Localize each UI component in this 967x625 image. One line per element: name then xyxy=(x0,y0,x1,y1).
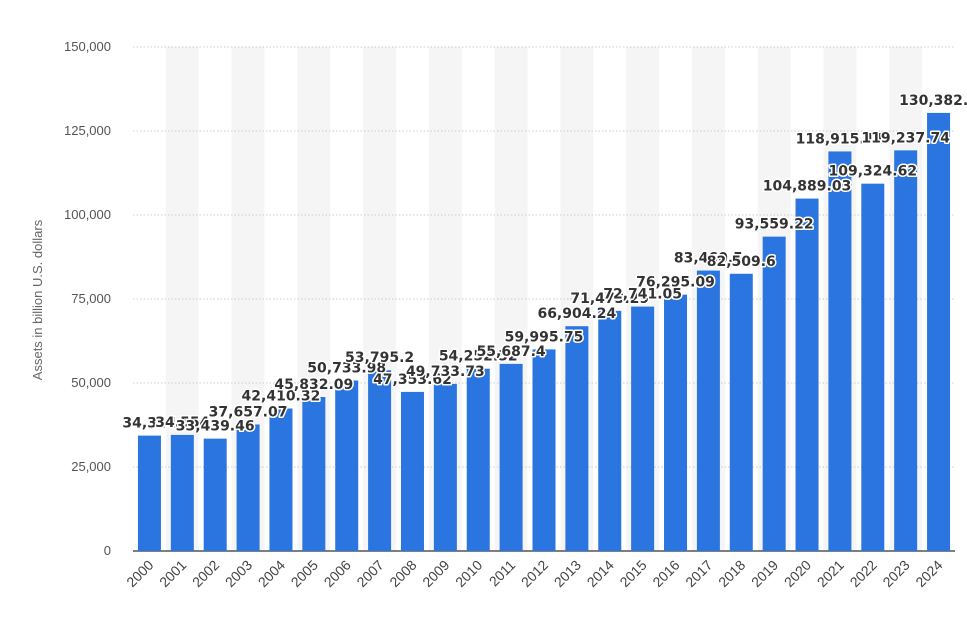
y-tick-label: 25,000 xyxy=(71,459,111,474)
x-tick-label: 2013 xyxy=(551,557,584,590)
data-label: 93,559.22 xyxy=(735,217,814,233)
y-axis-label: Assets in billion U.S. dollars xyxy=(30,219,45,380)
x-tick-label: 2016 xyxy=(649,557,682,590)
bar xyxy=(598,310,622,551)
bar xyxy=(532,349,556,551)
bars xyxy=(137,112,951,552)
bar xyxy=(729,273,753,551)
bar xyxy=(466,368,490,551)
bar xyxy=(236,424,260,551)
x-tick-label: 2005 xyxy=(288,557,321,590)
data-label: 104,889.03 xyxy=(763,179,852,195)
y-tick-label: 100,000 xyxy=(64,207,111,222)
bar xyxy=(631,306,655,551)
bar xyxy=(696,270,720,551)
data-label: 37,657.07 xyxy=(209,404,288,420)
data-label: 59,995.75 xyxy=(505,329,584,345)
data-label: 45,832.09 xyxy=(274,377,353,393)
x-tick-label: 2018 xyxy=(715,557,748,590)
bar xyxy=(861,183,885,551)
y-tick-label: 50,000 xyxy=(71,375,111,390)
x-tick-label: 2017 xyxy=(682,557,715,590)
data-label: 71,473.29 xyxy=(570,291,649,307)
data-label: 47,353.62 xyxy=(373,372,452,388)
data-label: 72,741.05 xyxy=(603,287,682,303)
bar xyxy=(170,434,194,551)
x-tick-label: 2003 xyxy=(222,557,255,590)
x-tick-label: 2012 xyxy=(518,557,551,590)
bar xyxy=(433,383,457,551)
data-label: 42,410.32 xyxy=(242,389,321,405)
x-tick-label: 2022 xyxy=(847,557,880,590)
bar xyxy=(927,112,951,552)
x-tick-label: 2015 xyxy=(616,557,649,590)
x-tick-label: 2021 xyxy=(814,557,847,590)
data-label: 53,795.2 xyxy=(345,350,414,366)
data-label: 109,324.62 xyxy=(829,164,918,180)
data-label: 82,509.6 xyxy=(707,254,776,270)
x-tick-label: 2001 xyxy=(156,557,189,590)
bar xyxy=(137,435,161,551)
x-tick-label: 2011 xyxy=(486,557,519,590)
data-label: 130,382.7 xyxy=(899,93,967,109)
data-label: 66,904.24 xyxy=(537,306,616,322)
data-label: 76,295.09 xyxy=(636,275,715,291)
y-tick-label: 125,000 xyxy=(64,123,111,138)
bar xyxy=(400,391,424,551)
y-tick-label: 0 xyxy=(104,543,111,558)
data-label: 83,460.5 xyxy=(674,251,743,267)
bar xyxy=(203,438,227,551)
y-axis-ticks: 0 25,000 50,000 75,000 100,000 125,000 150,000 xyxy=(64,39,111,558)
bar xyxy=(269,408,293,551)
x-tick-label: 2019 xyxy=(748,557,781,590)
x-axis-ticks: 2000 2001 2002 2003 2004 2005 2006 2007 2008 2009… xyxy=(123,557,946,590)
bar xyxy=(762,236,786,551)
x-tick-label: 2009 xyxy=(419,557,452,590)
x-tick-label: 2010 xyxy=(452,557,485,590)
data-label: 33,439.46 xyxy=(176,419,255,435)
x-tick-label: 2004 xyxy=(255,557,288,590)
x-tick-label: 2007 xyxy=(353,557,386,590)
data-label: 34,554 xyxy=(155,415,209,431)
bar xyxy=(664,294,688,551)
x-tick-label: 2002 xyxy=(189,557,222,590)
x-tick-label: 2006 xyxy=(320,557,353,590)
data-label: 50,733.98 xyxy=(307,361,386,377)
bar xyxy=(368,370,392,551)
data-label: 49,733.73 xyxy=(406,364,485,380)
data-label: 34,344 xyxy=(122,416,176,432)
data-label: 119,237.74 xyxy=(861,130,950,146)
x-tick-label: 2023 xyxy=(879,557,912,590)
bar xyxy=(565,326,589,551)
bar xyxy=(828,151,852,551)
data-label: 118,915.11 xyxy=(796,131,885,147)
bar xyxy=(302,397,326,551)
bar xyxy=(335,380,359,551)
data-label: 55,687.4 xyxy=(477,344,546,360)
x-tick-label: 2020 xyxy=(781,557,814,590)
data-label: 54,252.52 xyxy=(439,349,518,365)
x-tick-label: 2014 xyxy=(584,557,617,590)
x-tick-label: 2000 xyxy=(123,557,156,590)
bar xyxy=(795,198,819,551)
data-labels: 34,34434,55433,439.4637,657.0742,410.324… xyxy=(121,91,967,436)
x-tick-label: 2008 xyxy=(386,557,419,590)
y-tick-label: 150,000 xyxy=(64,39,111,54)
x-tick-label: 2024 xyxy=(912,557,945,590)
bar xyxy=(894,150,918,551)
bar xyxy=(499,363,523,551)
y-tick-label: 75,000 xyxy=(71,291,111,306)
